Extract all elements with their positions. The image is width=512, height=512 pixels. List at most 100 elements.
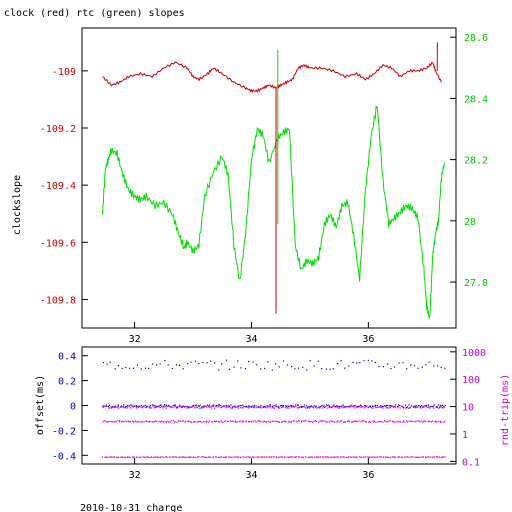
point-offset — [255, 405, 257, 407]
point-rnd-trip-high — [385, 407, 387, 409]
point-rnd-trip-low — [408, 456, 410, 458]
point-rnd-trip-low — [246, 456, 248, 458]
point-rnd-trip-high — [193, 405, 195, 407]
point-rnd-trip-mid — [211, 421, 213, 423]
point-offset — [232, 406, 234, 408]
point-rnd-trip-low — [368, 456, 370, 458]
point-rnd-trip-low — [340, 456, 342, 458]
point-rnd-trip-mid — [420, 420, 422, 422]
point-rnd-trip-low — [375, 456, 377, 458]
series-offset-outliers — [102, 359, 446, 371]
point-rnd-trip-high — [379, 406, 381, 408]
point-offset — [384, 405, 386, 407]
point-rnd-trip-low — [438, 456, 441, 458]
point-offset — [295, 404, 297, 406]
point-rnd-trip-mid — [368, 421, 370, 423]
point-offset — [202, 406, 204, 408]
point-offset-outliers — [159, 363, 161, 365]
point-offset-outliers — [194, 360, 197, 362]
point-rnd-trip-mid — [414, 421, 416, 423]
point-rnd-trip-low — [368, 456, 370, 458]
point-rnd-trip-mid — [107, 421, 109, 423]
top-x-tick-label: 36 — [362, 334, 374, 345]
point-offset — [269, 404, 271, 406]
point-rnd-trip-mid — [271, 420, 273, 422]
point-rnd-trip-low — [113, 456, 115, 458]
point-rnd-trip-high — [134, 405, 136, 407]
point-rnd-trip-mid — [143, 421, 145, 423]
point-rnd-trip-high — [196, 406, 199, 409]
point-rnd-trip-mid — [397, 421, 399, 423]
point-rnd-trip-high — [282, 406, 285, 408]
point-rnd-trip-low — [176, 456, 178, 458]
point-offset — [433, 404, 435, 406]
point-offset — [288, 405, 290, 407]
bottom-x-tick-label: 32 — [129, 470, 141, 481]
point-rnd-trip-high — [440, 406, 442, 408]
point-offset — [234, 405, 236, 407]
point-rnd-trip-high — [321, 407, 323, 409]
point-rnd-trip-low — [238, 456, 240, 458]
point-offset — [413, 405, 415, 407]
point-rnd-trip-mid — [313, 420, 315, 422]
point-rnd-trip-mid — [111, 421, 113, 423]
point-rnd-trip-low — [184, 456, 186, 458]
point-offset — [144, 404, 146, 406]
point-rnd-trip-high — [328, 406, 330, 408]
point-rnd-trip-high — [424, 405, 426, 407]
point-rnd-trip-low — [292, 456, 294, 458]
point-offset-outliers — [167, 364, 169, 366]
point-rnd-trip-high — [403, 407, 405, 409]
point-rnd-trip-mid — [192, 421, 194, 423]
point-rnd-trip-mid — [288, 421, 290, 423]
point-rnd-trip-low — [237, 456, 239, 458]
point-rnd-trip-high — [253, 406, 255, 408]
point-rnd-trip-high — [298, 407, 300, 409]
point-rnd-trip-high — [386, 407, 388, 409]
point-rnd-trip-low — [201, 456, 203, 458]
point-offset — [164, 404, 166, 406]
point-rnd-trip-mid — [249, 421, 251, 423]
point-rnd-trip-high — [265, 407, 267, 409]
point-rnd-trip-high — [317, 406, 319, 409]
point-rnd-trip-mid — [172, 420, 174, 422]
point-offset — [438, 404, 440, 406]
point-rnd-trip-mid — [384, 420, 386, 423]
top-right-tick-label: 28 — [464, 217, 476, 228]
point-rnd-trip-low — [338, 456, 340, 458]
point-rnd-trip-high — [261, 407, 263, 409]
point-rnd-trip-high — [221, 406, 223, 408]
point-offset-outliers — [406, 368, 408, 370]
point-rnd-trip-high — [329, 406, 331, 408]
point-offset-outliers — [182, 368, 184, 370]
point-offset-outliers — [237, 360, 239, 362]
point-rnd-trip-high — [191, 405, 193, 407]
point-rnd-trip-high — [183, 406, 185, 408]
point-rnd-trip-low — [343, 456, 345, 458]
point-rnd-trip-low — [228, 456, 230, 458]
point-offset — [418, 405, 420, 407]
point-offset-outliers — [437, 365, 439, 367]
point-rnd-trip-low — [386, 456, 388, 458]
point-rnd-trip-mid — [406, 421, 409, 423]
point-rnd-trip-high — [174, 406, 176, 408]
point-rnd-trip-high — [149, 407, 151, 409]
point-rnd-trip-high — [218, 405, 220, 407]
point-offset — [358, 405, 360, 407]
point-offset-outliers — [421, 366, 423, 368]
point-rnd-trip-high — [302, 406, 304, 408]
point-rnd-trip-low — [236, 456, 238, 458]
point-rnd-trip-mid — [307, 420, 309, 422]
point-offset-outliers — [117, 365, 119, 367]
point-offset-outliers — [190, 361, 192, 363]
point-rnd-trip-mid — [379, 421, 381, 423]
point-offset-outliers — [374, 361, 376, 364]
bottom-series — [101, 359, 446, 458]
point-rnd-trip-mid — [412, 420, 414, 422]
point-rnd-trip-low — [353, 456, 355, 458]
point-offset-outliers — [221, 363, 223, 365]
point-offset — [126, 405, 128, 408]
point-rnd-trip-low — [172, 456, 174, 458]
point-offset — [132, 406, 134, 408]
point-rnd-trip-low — [352, 456, 354, 458]
